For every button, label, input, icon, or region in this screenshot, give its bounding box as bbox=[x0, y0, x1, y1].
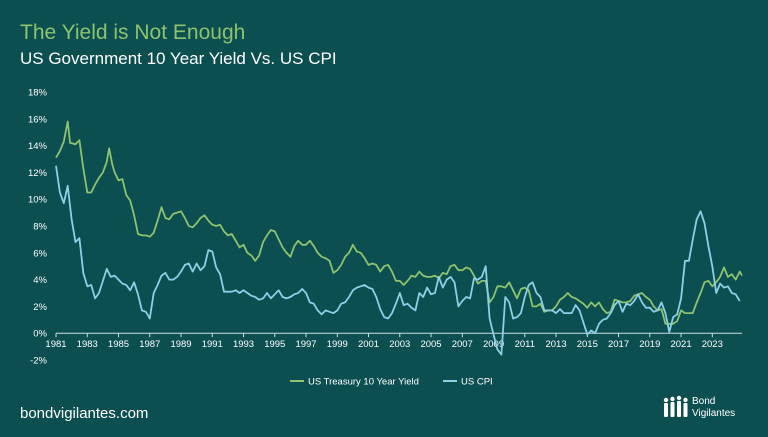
y-tick-label: 18% bbox=[28, 88, 48, 99]
x-tick-label: 2019 bbox=[639, 339, 660, 350]
x-tick-label: 2013 bbox=[545, 339, 566, 350]
x-tick-label: 2001 bbox=[358, 339, 379, 350]
page-subtitle: US Government 10 Year Yield Vs. US CPI bbox=[20, 49, 337, 68]
legend-item-yield-label: US Treasury 10 Year Yield bbox=[308, 377, 419, 388]
y-tick-label: 12% bbox=[28, 168, 48, 179]
x-tick-label: 2023 bbox=[702, 339, 723, 350]
y-tick-label: 16% bbox=[28, 114, 48, 125]
x-tick-label: 2015 bbox=[577, 339, 598, 350]
x-tick-label: 1991 bbox=[202, 339, 223, 350]
x-tick-label: 1983 bbox=[77, 339, 98, 350]
logo-line-1: Bond bbox=[692, 396, 716, 407]
series-lines bbox=[55, 120, 743, 356]
x-tick-label: 2011 bbox=[515, 339, 535, 350]
chart-legend: US Treasury 10 Year Yield US CPI bbox=[290, 377, 493, 388]
legend-item-cpi-label: US CPI bbox=[461, 377, 493, 388]
x-tick-label: 2021 bbox=[670, 339, 691, 350]
x-axis-ticks: 1981 1983 1985 1987 1989 1991 1993 1995 1997 1999… bbox=[45, 333, 723, 350]
y-axis-ticks: -2% 0% 2% 4% 6% 8% 10% 12% 14% 16% 18% bbox=[28, 88, 48, 367]
x-tick-label: 2017 bbox=[608, 339, 629, 350]
x-tick-label: 1997 bbox=[295, 339, 316, 350]
x-tick-label: 1987 bbox=[139, 339, 160, 350]
x-tick-label: 2003 bbox=[389, 339, 410, 350]
y-tick-label: 14% bbox=[28, 141, 48, 152]
x-tick-label: 1989 bbox=[170, 339, 191, 350]
y-tick-label: 0% bbox=[33, 329, 47, 340]
cpi-series-line bbox=[55, 165, 741, 356]
footer-url[interactable]: bondvigilantes.com bbox=[20, 405, 149, 422]
x-tick-label: 1999 bbox=[327, 339, 348, 350]
logo-line-2: Vigilantes bbox=[692, 408, 736, 419]
yield-series-line bbox=[55, 120, 743, 325]
x-tick-label: 2007 bbox=[452, 339, 473, 350]
y-tick-label: 4% bbox=[33, 275, 47, 286]
y-tick-label: 6% bbox=[33, 248, 47, 259]
y-tick-label: 10% bbox=[28, 195, 48, 206]
x-tick-label: 2005 bbox=[420, 339, 441, 350]
x-tick-label: 1995 bbox=[264, 339, 285, 350]
y-tick-label: 2% bbox=[33, 302, 47, 313]
x-tick-label: 1981 bbox=[45, 339, 66, 350]
page-title: The Yield is Not Enough bbox=[20, 21, 246, 44]
x-tick-label: 1993 bbox=[233, 339, 254, 350]
x-tick-label: 2009 bbox=[483, 339, 504, 350]
people-icon bbox=[663, 395, 688, 417]
bond-vigilantes-logo: Bond Vigilantes bbox=[662, 393, 752, 423]
y-tick-label: -2% bbox=[30, 356, 47, 367]
y-tick-label: 8% bbox=[33, 222, 47, 233]
x-tick-label: 1985 bbox=[108, 339, 129, 350]
